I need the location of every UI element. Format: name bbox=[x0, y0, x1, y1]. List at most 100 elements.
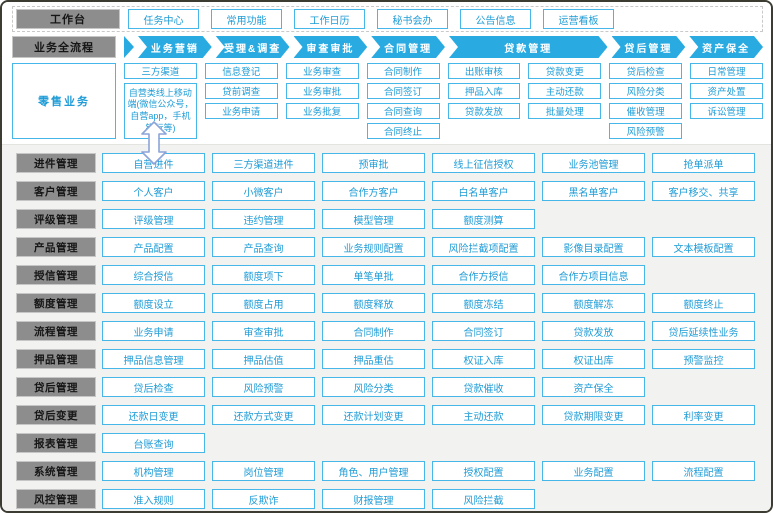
module-feature-button[interactable]: 风险预警 bbox=[212, 377, 315, 397]
module-feature-button[interactable]: 线上征信授权 bbox=[432, 153, 535, 173]
module-feature-button[interactable]: 岗位管理 bbox=[212, 461, 315, 481]
module-feature-button[interactable]: 主动还款 bbox=[432, 405, 535, 425]
workbench-button[interactable]: 秘书会办 bbox=[377, 9, 448, 29]
module-feature-button[interactable]: 合同制作 bbox=[322, 321, 425, 341]
retail-feature-button[interactable]: 风险预警 bbox=[609, 123, 683, 139]
flow-step[interactable]: 资产保全 bbox=[689, 36, 763, 58]
module-feature-button[interactable]: 还款方式变更 bbox=[212, 405, 315, 425]
module-feature-button[interactable]: 小微客户 bbox=[212, 181, 315, 201]
module-feature-button[interactable]: 额度设立 bbox=[102, 293, 205, 313]
retail-feature-button[interactable]: 业务批复 bbox=[285, 103, 359, 119]
module-feature-button[interactable]: 抢单派单 bbox=[652, 153, 755, 173]
flow-step[interactable]: 贷后管理 bbox=[612, 36, 686, 58]
retail-feature-button[interactable]: 业务审批 bbox=[285, 83, 359, 99]
module-feature-button[interactable]: 业务配置 bbox=[542, 461, 645, 481]
module-feature-button[interactable]: 资产保全 bbox=[542, 377, 645, 397]
retail-feature-button[interactable]: 主动还款 bbox=[528, 83, 602, 99]
module-feature-button[interactable]: 还款计划变更 bbox=[322, 405, 425, 425]
module-feature-button[interactable]: 业务池管理 bbox=[542, 153, 645, 173]
retail-feature-button[interactable]: 出账审核 bbox=[447, 63, 521, 79]
workbench-button[interactable]: 运营看板 bbox=[543, 9, 614, 29]
module-feature-button[interactable]: 流程配置 bbox=[652, 461, 755, 481]
retail-feature-button[interactable]: 三方渠道 bbox=[124, 63, 197, 79]
module-feature-button[interactable]: 权证出库 bbox=[542, 349, 645, 369]
module-feature-button[interactable]: 风险拦截项配置 bbox=[432, 237, 535, 257]
module-feature-button[interactable]: 反欺诈 bbox=[212, 489, 315, 509]
flow-step[interactable]: 业务营销 bbox=[138, 36, 212, 58]
flow-step[interactable]: 合同管理 bbox=[371, 36, 445, 58]
flow-step[interactable]: 审查审批 bbox=[294, 36, 368, 58]
flow-step[interactable]: 贷款管理 bbox=[449, 36, 608, 58]
module-feature-button[interactable]: 合同签订 bbox=[432, 321, 535, 341]
workbench-button[interactable]: 工作日历 bbox=[294, 9, 365, 29]
retail-feature-button[interactable]: 业务审查 bbox=[285, 63, 359, 79]
module-feature-button[interactable]: 影像目录配置 bbox=[542, 237, 645, 257]
module-feature-button[interactable]: 额度终止 bbox=[652, 293, 755, 313]
module-feature-button[interactable]: 财报管理 bbox=[322, 489, 425, 509]
retail-feature-button[interactable]: 诉讼管理 bbox=[690, 103, 763, 119]
module-feature-button[interactable]: 台账查询 bbox=[102, 433, 205, 453]
module-feature-button[interactable]: 利率变更 bbox=[652, 405, 755, 425]
module-feature-button[interactable]: 文本模板配置 bbox=[652, 237, 755, 257]
module-feature-button[interactable]: 合作方授信 bbox=[432, 265, 535, 285]
retail-feature-button[interactable]: 贷款发放 bbox=[447, 103, 521, 119]
retail-feature-button[interactable]: 信息登记 bbox=[204, 63, 278, 79]
module-feature-button[interactable]: 业务申请 bbox=[102, 321, 205, 341]
retail-feature-button[interactable]: 合同终止 bbox=[366, 123, 440, 139]
module-feature-button[interactable]: 额度冻结 bbox=[432, 293, 535, 313]
retail-feature-button[interactable]: 批量处理 bbox=[528, 103, 602, 119]
module-feature-button[interactable]: 个人客户 bbox=[102, 181, 205, 201]
retail-feature-button[interactable]: 风险分类 bbox=[609, 83, 683, 99]
retail-feature-button[interactable]: 贷前调查 bbox=[204, 83, 278, 99]
module-feature-button[interactable]: 预审批 bbox=[322, 153, 425, 173]
module-feature-button[interactable]: 额度解冻 bbox=[542, 293, 645, 313]
retail-feature-button[interactable]: 资产处置 bbox=[690, 83, 763, 99]
module-feature-button[interactable]: 综合授信 bbox=[102, 265, 205, 285]
retail-feature-button[interactable]: 日常管理 bbox=[690, 63, 763, 79]
retail-feature-button[interactable]: 业务申请 bbox=[204, 103, 278, 119]
module-feature-button[interactable]: 产品查询 bbox=[212, 237, 315, 257]
module-feature-button[interactable]: 额度项下 bbox=[212, 265, 315, 285]
module-feature-button[interactable]: 评级管理 bbox=[102, 209, 205, 229]
flow-step[interactable]: 受理&调查 bbox=[216, 36, 290, 58]
module-feature-button[interactable]: 产品配置 bbox=[102, 237, 205, 257]
module-feature-button[interactable]: 贷款发放 bbox=[542, 321, 645, 341]
module-feature-button[interactable]: 违约管理 bbox=[212, 209, 315, 229]
module-feature-button[interactable]: 客户移交、共享 bbox=[652, 181, 755, 201]
module-feature-button[interactable]: 准入规则 bbox=[102, 489, 205, 509]
retail-feature-button[interactable]: 催收管理 bbox=[609, 103, 683, 119]
module-feature-button[interactable]: 白名单客户 bbox=[432, 181, 535, 201]
module-feature-button[interactable]: 押品估值 bbox=[212, 349, 315, 369]
workbench-button[interactable]: 公告信息 bbox=[460, 9, 531, 29]
module-feature-button[interactable]: 机构管理 bbox=[102, 461, 205, 481]
retail-feature-button[interactable]: 合同制作 bbox=[366, 63, 440, 79]
module-feature-button[interactable]: 额度释放 bbox=[322, 293, 425, 313]
module-feature-button[interactable]: 单笔单批 bbox=[322, 265, 425, 285]
module-feature-button[interactable]: 审查审批 bbox=[212, 321, 315, 341]
module-feature-button[interactable]: 贷款催收 bbox=[432, 377, 535, 397]
module-feature-button[interactable]: 押品信息管理 bbox=[102, 349, 205, 369]
module-feature-button[interactable]: 黑名单客户 bbox=[542, 181, 645, 201]
module-feature-button[interactable]: 风险拦截 bbox=[432, 489, 535, 509]
module-feature-button[interactable]: 还款日变更 bbox=[102, 405, 205, 425]
module-feature-button[interactable]: 合作方客户 bbox=[322, 181, 425, 201]
module-feature-button[interactable]: 额度测算 bbox=[432, 209, 535, 229]
retail-feature-button[interactable]: 合同签订 bbox=[366, 83, 440, 99]
module-feature-button[interactable]: 模型管理 bbox=[322, 209, 425, 229]
module-feature-button[interactable]: 预警监控 bbox=[652, 349, 755, 369]
module-feature-button[interactable]: 三方渠道进件 bbox=[212, 153, 315, 173]
module-feature-button[interactable]: 额度占用 bbox=[212, 293, 315, 313]
module-feature-button[interactable]: 角色、用户管理 bbox=[322, 461, 425, 481]
module-feature-button[interactable]: 业务规则配置 bbox=[322, 237, 425, 257]
retail-feature-button[interactable]: 贷后检查 bbox=[609, 63, 683, 79]
workbench-button[interactable]: 常用功能 bbox=[211, 9, 282, 29]
module-feature-button[interactable]: 风险分类 bbox=[322, 377, 425, 397]
module-feature-button[interactable]: 权证入库 bbox=[432, 349, 535, 369]
module-feature-button[interactable]: 合作方项目信息 bbox=[542, 265, 645, 285]
retail-feature-button[interactable]: 合同查询 bbox=[366, 103, 440, 119]
workbench-button[interactable]: 任务中心 bbox=[128, 9, 199, 29]
module-feature-button[interactable]: 押品重估 bbox=[322, 349, 425, 369]
module-feature-button[interactable]: 授权配置 bbox=[432, 461, 535, 481]
module-feature-button[interactable]: 贷后检查 bbox=[102, 377, 205, 397]
retail-feature-button[interactable]: 押品入库 bbox=[447, 83, 521, 99]
